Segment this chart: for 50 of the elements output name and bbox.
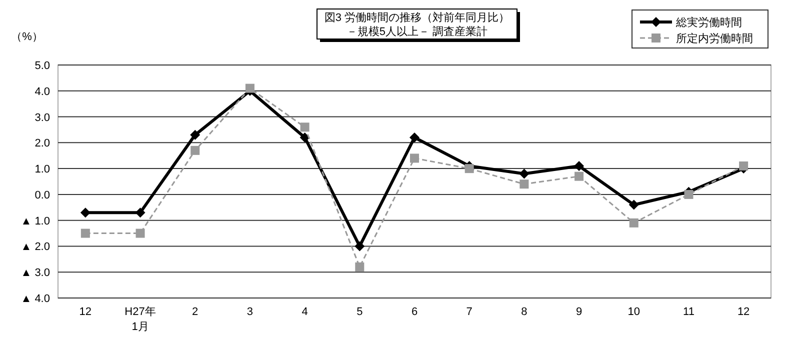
point — [80, 228, 90, 238]
chart-title: 図3 労働時間の推移（対前年同月比） — [324, 11, 510, 24]
y-tick-label: 0.0 — [34, 189, 50, 202]
point — [300, 122, 310, 132]
y-tick-label: 5.0 — [34, 60, 50, 72]
point — [136, 228, 145, 238]
point — [520, 180, 529, 189]
x-tick-label: 12 — [79, 306, 92, 318]
point — [684, 190, 694, 199]
y-tick-label: 1.0 — [34, 164, 50, 176]
y-tick-label: ▲ 2.0 — [20, 241, 50, 254]
y-tick-label: 3.0 — [34, 112, 50, 124]
point — [245, 84, 254, 93]
legend-label: 所定内労働時間 — [676, 32, 753, 45]
x-tick-label: 7 — [466, 306, 472, 318]
point — [80, 208, 90, 218]
point — [190, 130, 200, 140]
x-tick-label: 2 — [192, 306, 198, 318]
point — [354, 241, 365, 252]
point — [135, 208, 146, 218]
x-tick-label: 11 — [683, 306, 694, 318]
legend-label: 総実労働時間 — [675, 16, 742, 29]
point — [628, 200, 639, 210]
y-tick-label: 4.0 — [34, 86, 50, 98]
y-axis-title: （%） — [11, 31, 43, 43]
y-tick-label: ▲ 1.0 — [20, 215, 50, 228]
x-tick-label: 6 — [411, 306, 418, 318]
x-tick-label: 12 — [737, 306, 750, 318]
point — [574, 160, 584, 171]
point — [464, 164, 474, 174]
point — [629, 218, 638, 228]
point — [574, 172, 584, 181]
point — [739, 161, 748, 170]
point — [410, 132, 420, 142]
x-tick-label: 3 — [246, 306, 254, 318]
x-tick-label: H27年 1月 — [124, 306, 156, 333]
point — [300, 132, 310, 142]
point — [410, 154, 419, 163]
y-tick-label: ▲ 3.0 — [20, 267, 50, 280]
y-tick-label: 2.0 — [34, 138, 50, 150]
x-tick-label: 9 — [576, 306, 582, 318]
x-tick-label: 4 — [302, 306, 308, 318]
x-tick-label: 10 — [628, 306, 640, 318]
point — [190, 146, 200, 155]
point — [519, 168, 530, 179]
x-tick-label: 5 — [356, 306, 363, 318]
x-tick-label: 8 — [521, 306, 528, 318]
y-tick-label: ▲ 4.0 — [20, 293, 50, 305]
point — [355, 262, 364, 272]
chart-subtitle: －規模5人以上－ 調査産業計 — [346, 25, 488, 38]
